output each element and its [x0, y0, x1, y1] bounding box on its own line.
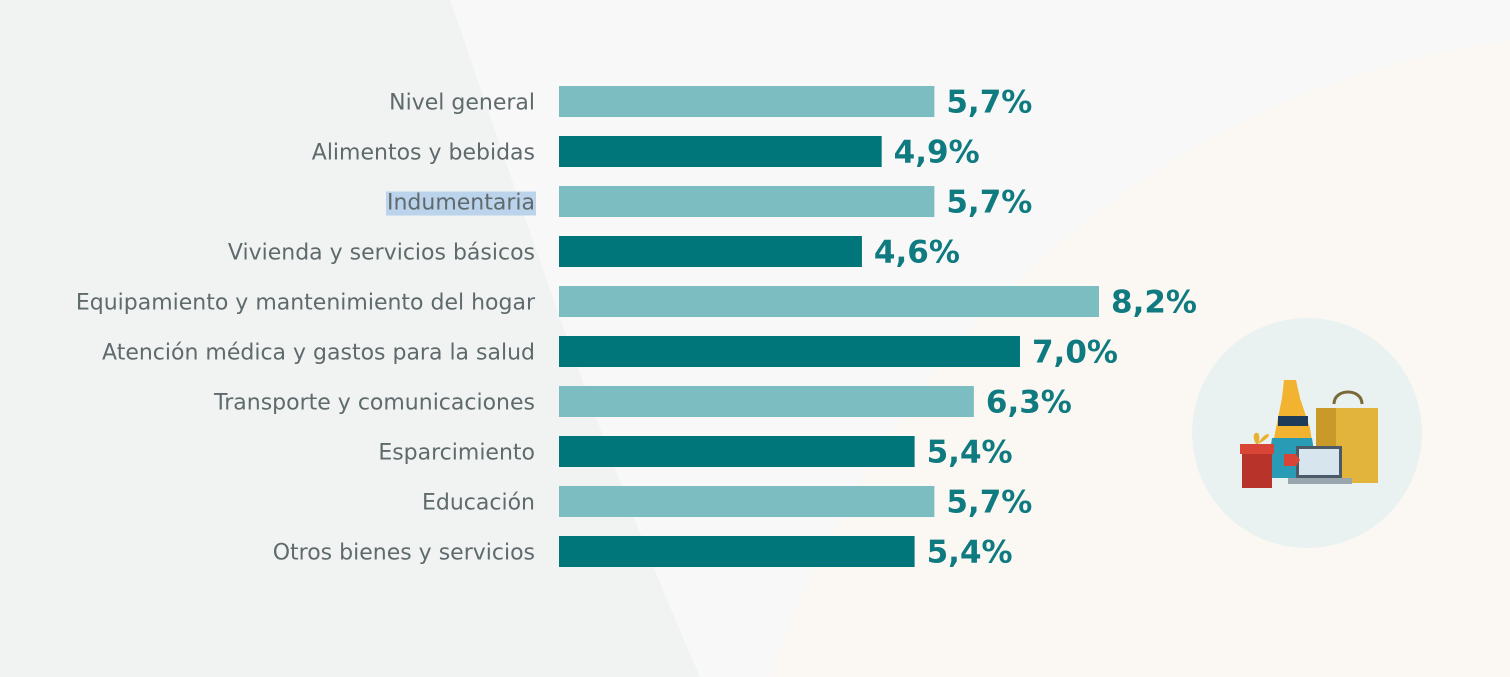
category-label: Alimentos y bebidas	[312, 141, 535, 166]
value-labels: 5,7% 4,9% 5,7% 4,6% 8,2% 7,0% 6,3% 5,4% 5,7% 5,4%	[874, 85, 1197, 571]
bar	[559, 236, 862, 267]
category-label: Indumentaria	[387, 191, 535, 216]
bar	[559, 336, 1020, 367]
category-label: Otros bienes y servicios	[273, 541, 535, 566]
bar	[559, 486, 935, 517]
text-selection-highlight	[386, 191, 536, 216]
value-label: 4,6%	[874, 235, 960, 271]
category-label: Esparcimiento	[378, 441, 535, 466]
bar	[559, 186, 935, 217]
shopping-bags-dress-laptop-gift-icon	[1192, 318, 1422, 548]
bar	[559, 136, 882, 167]
bars	[559, 86, 1099, 567]
category-label: Nivel general	[389, 91, 535, 116]
value-label: 5,4%	[927, 435, 1013, 471]
bar	[559, 386, 974, 417]
value-label: 7,0%	[1032, 335, 1118, 371]
value-label: 6,3%	[986, 385, 1072, 421]
category-labels: Nivel general Alimentos y bebidas Indument…	[76, 91, 536, 566]
value-label: 5,4%	[927, 535, 1013, 571]
bar	[559, 436, 915, 467]
value-label: 5,7%	[946, 85, 1032, 121]
category-label: Transporte y comunicaciones	[213, 391, 535, 416]
category-label: Vivienda y servicios básicos	[228, 241, 535, 266]
category-label: Atención médica y gastos para la salud	[102, 341, 535, 366]
bar	[559, 536, 915, 567]
value-label: 4,9%	[894, 135, 980, 171]
value-label: 8,2%	[1111, 285, 1197, 321]
category-label: Educación	[422, 491, 535, 516]
value-label: 5,7%	[946, 185, 1032, 221]
bar	[559, 286, 1099, 317]
value-label: 5,7%	[946, 485, 1032, 521]
category-label: Equipamiento y mantenimiento del hogar	[76, 291, 536, 316]
bar	[559, 86, 935, 117]
